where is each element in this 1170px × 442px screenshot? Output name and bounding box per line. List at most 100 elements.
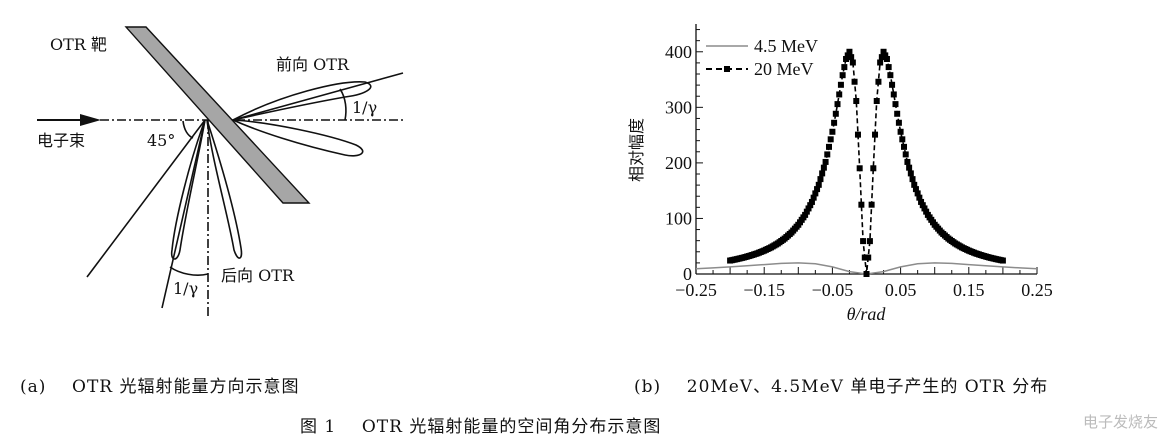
curve-marker-20mev [841, 64, 848, 71]
curve-marker-20mev [854, 131, 861, 138]
curve-marker-20mev [739, 254, 746, 261]
curve-marker-20mev [950, 239, 957, 246]
forward-lobe-upper [232, 81, 372, 121]
x-tick-label: 0.05 [885, 280, 917, 300]
curve-marker-20mev [912, 186, 919, 193]
curve-marker-20mev [745, 253, 752, 260]
y-tick-label: 100 [665, 208, 692, 228]
otr-target [124, 26, 311, 204]
data-point-20mev [829, 128, 836, 135]
series-line-20mev [729, 49, 1004, 275]
curve-marker-20mev [844, 52, 851, 59]
curve-marker-20mev [810, 194, 817, 201]
legend-label-20mev: 20 MeV [754, 59, 814, 79]
x-tick-label: 0.15 [953, 280, 985, 300]
x-tick-label: −0.25 [675, 280, 717, 300]
curve-marker-20mev [834, 101, 841, 108]
curve-marker-20mev [895, 119, 902, 126]
y-tick-label: 200 [665, 153, 692, 173]
curve-marker-20mev [858, 201, 865, 208]
curve-marker-20mev [998, 257, 1005, 264]
caption-b: (b) 20MeV、4.5MeV 单电子产生的 OTR 分布 [634, 377, 1049, 397]
curve-marker-20mev [889, 81, 896, 88]
curve-marker-20mev [991, 255, 998, 262]
curve-marker-20mev [909, 176, 916, 183]
forward-direction-line [232, 72, 404, 121]
beam-label: 电子束 [37, 131, 85, 150]
y-tick-label: 400 [665, 42, 692, 62]
backward-line-45 [86, 119, 206, 278]
curve-marker-20mev [872, 131, 879, 138]
backward-lobe-left [170, 119, 206, 260]
backward-otr-label: 后向 OTR [221, 266, 295, 285]
curve-marker-20mev [957, 243, 964, 250]
caption-a: (a) OTR 光辐射能量方向示意图 [20, 377, 300, 397]
data-point-20mev [883, 56, 890, 62]
data-point-20mev [843, 56, 850, 62]
curve-marker-20mev [899, 136, 906, 143]
forward-gamma-label: 1/γ [352, 98, 377, 117]
data-point-20mev [887, 72, 894, 79]
data-point-20mev [832, 110, 839, 117]
curve-marker-20mev [817, 176, 824, 183]
forward-lobe-lower [232, 119, 364, 157]
curve-marker-20mev [943, 234, 950, 241]
angle-45-label: 45° [147, 131, 175, 150]
data-point-20mev [918, 198, 925, 205]
curve-marker-20mev [914, 190, 921, 197]
data-point-20mev [866, 238, 873, 245]
angle-arc-backward [169, 266, 209, 276]
curve-marker-20mev [868, 201, 875, 208]
y-tick-label: 300 [665, 97, 692, 117]
angle-arc-forward [339, 88, 347, 121]
backward-line-gamma [161, 119, 206, 309]
x-tick-label: −0.15 [743, 280, 785, 300]
x-axis-label: θ/rad [847, 304, 887, 324]
curve-marker-20mev [803, 208, 810, 215]
curve-marker-20mev [984, 254, 991, 261]
x-tick-label: −0.05 [812, 280, 854, 300]
curve-marker-20mev [875, 78, 882, 85]
curve-marker-20mev [923, 208, 930, 215]
beam-arrowhead [80, 114, 101, 126]
curve-marker-20mev [901, 143, 908, 150]
curve-marker-20mev [752, 250, 759, 257]
curve-marker-20mev [732, 256, 739, 263]
curve-marker-20mev [916, 194, 923, 201]
x-tick-label: 0.25 [1021, 280, 1053, 300]
curve-marker-20mev [861, 254, 868, 261]
curve-marker-20mev [964, 246, 971, 253]
y-axis-label: 相对幅度 [627, 118, 646, 182]
data-point-20mev [877, 59, 884, 66]
data-point-20mev [849, 59, 856, 66]
curve-marker-20mev [814, 186, 821, 193]
legend-marker-20mev [724, 66, 730, 72]
curve-marker-20mev [902, 151, 909, 158]
curve-marker-20mev [766, 245, 773, 252]
curve-marker-20mev [759, 248, 766, 255]
watermark: 电子发烧友 [1082, 413, 1158, 431]
data-point-20mev [822, 158, 829, 165]
curve-marker-20mev [977, 252, 984, 258]
legend: 4.5 MeV 20 MeV [706, 36, 818, 79]
curve-marker-20mev [807, 202, 814, 209]
curve-marker-20mev [906, 164, 913, 171]
figure-caption: 图 1 OTR 光辐射能量的空间角分布示意图 [300, 417, 662, 437]
data-point-20mev [894, 110, 901, 117]
data-point-20mev [911, 181, 918, 188]
curve-marker-20mev [970, 249, 977, 256]
curve-marker-20mev [851, 78, 858, 85]
curve-marker-20mev [779, 236, 786, 243]
curve-marker-20mev [793, 223, 800, 230]
data-point-20mev [873, 98, 880, 104]
data-point-20mev [815, 181, 822, 188]
data-point-20mev [860, 238, 867, 245]
curve-marker-20mev [929, 219, 936, 226]
data-point-20mev [808, 198, 815, 205]
data-point-20mev [853, 98, 860, 104]
curve-marker-20mev [819, 170, 826, 177]
curve-marker-20mev [820, 164, 827, 171]
data-point-20mev [890, 91, 897, 98]
